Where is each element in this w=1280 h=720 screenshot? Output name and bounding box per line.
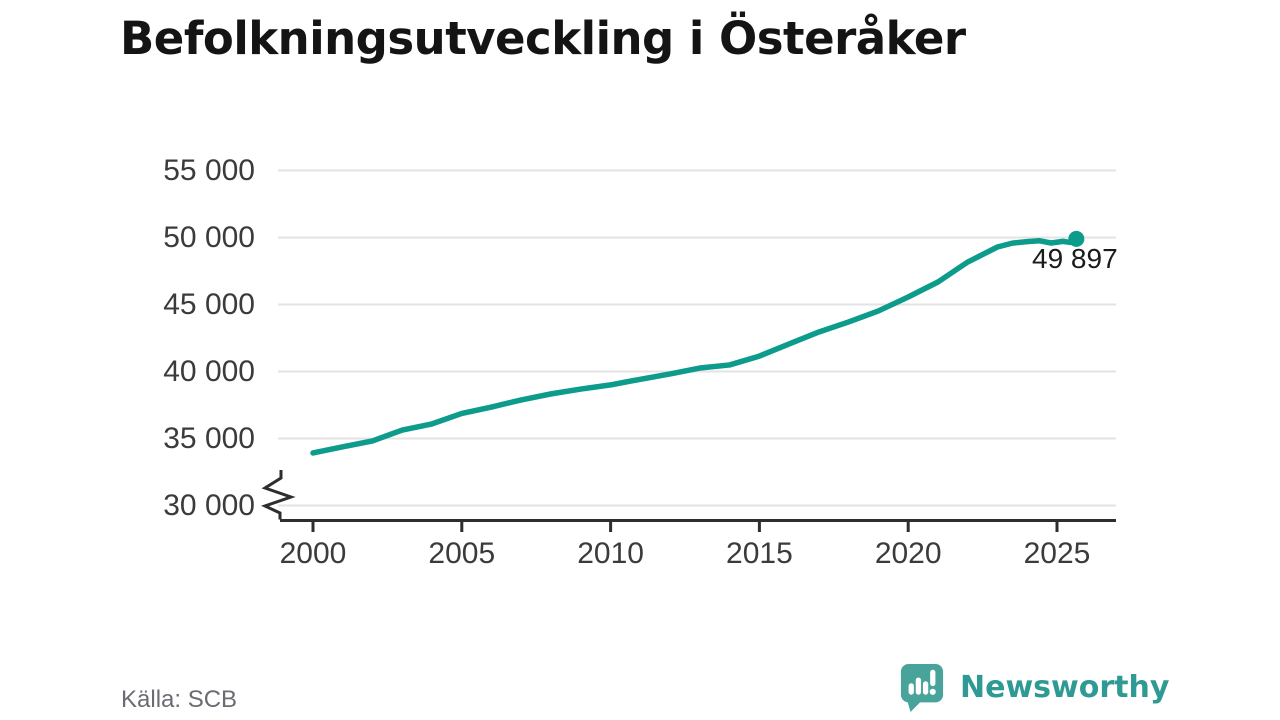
y-axis-tick-label: 55 000 [163, 153, 255, 187]
population-line [310, 236, 1080, 456]
x-axis-tick-label: 2020 [874, 537, 942, 570]
x-axis-tick-label: 2015 [726, 537, 793, 570]
newsworthy-logo: Newsworthy [899, 662, 1169, 713]
y-axis-break-icon [261, 470, 296, 520]
latest-point-marker [1068, 230, 1085, 247]
x-axis-tick-label: 2000 [279, 537, 347, 570]
y-axis-tick-label: 35 000 [163, 421, 255, 455]
source-note: Källa: SCB [121, 686, 238, 713]
x-axis-tick-label: 2025 [1023, 537, 1091, 570]
x-axis-tick-label: 2010 [577, 537, 644, 570]
y-axis-tick-label: 45 000 [163, 287, 255, 321]
x-axis-tick-label: 2005 [428, 537, 496, 570]
y-axis-tick-label: 30 000 [163, 488, 255, 522]
latest-value-label: 49 897 [1032, 243, 1118, 274]
y-axis-tick-label: 50 000 [163, 220, 255, 254]
y-axis-tick-label: 40 000 [163, 354, 255, 388]
brand-name: Newsworthy [960, 670, 1170, 705]
newsworthy-bubble-chart-icon [900, 664, 944, 712]
chart-title: Befolkningsutveckling i Österåker [120, 12, 966, 65]
